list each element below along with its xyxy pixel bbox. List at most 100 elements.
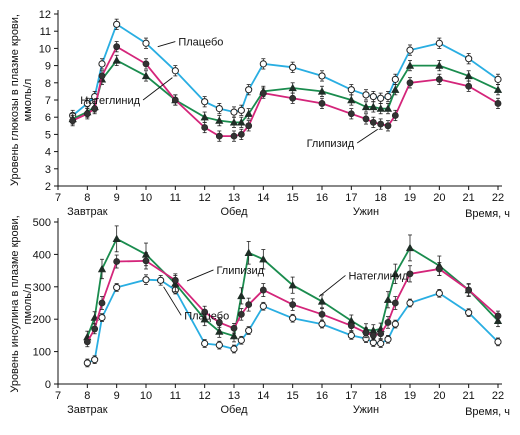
insulin-point-glipizide (465, 286, 473, 294)
glucose-point-nateglinide (361, 102, 371, 111)
glucose-meal-label: Ужин (353, 206, 379, 218)
glucose-point-placebo (465, 55, 473, 63)
insulin-point-glipizide (369, 331, 377, 339)
glucose-point-glipizide (230, 132, 238, 140)
glucose-point-placebo (369, 92, 377, 101)
insulin-x-tick-label: 22 (492, 390, 504, 402)
glucose-point-glipizide (245, 122, 253, 130)
insulin-point-glipizide (245, 301, 253, 309)
insulin-point-glipizide (384, 319, 392, 326)
glucose-point-nateglinide (376, 104, 385, 112)
insulin-point-glipizide (406, 270, 414, 278)
insulin-point-placebo (289, 314, 297, 322)
insulin-point-placebo (465, 309, 473, 317)
insulin-x-tick-label: 21 (463, 390, 475, 402)
insulin-meal-label: Обед (220, 404, 248, 416)
glucose-annotation-leader (142, 77, 173, 101)
glucose-point-placebo (171, 67, 179, 75)
glucose-point-glipizide (377, 120, 385, 128)
insulin-y-label: Уровень инсулина в плазме крови,пмоль/л (9, 215, 34, 392)
insulin-point-nateglinide (97, 264, 107, 273)
insulin-x-tick-label: 17 (345, 390, 357, 402)
insulin-line-nateglinide (86, 237, 499, 338)
glucose-point-glipizide (69, 117, 77, 125)
glucose-y-tick-label: 10 (39, 43, 51, 55)
insulin-panel: 0 100 200 300 400 500 7 8 9 10 11 12 13 14 15 16 17 18 19 2… (9, 215, 510, 418)
insulin-x-tick-label: 11 (170, 390, 181, 402)
glucose-point-glipizide (494, 100, 502, 107)
glucose-x-tick-label: 13 (228, 192, 240, 204)
glucose-point-glipizide (406, 79, 414, 87)
insulin-x-tick-label: 10 (140, 390, 152, 402)
insulin-meal-label: Ужин (353, 404, 379, 416)
glucose-point-glipizide (318, 100, 326, 107)
insulin-line-glipizide (86, 259, 499, 343)
insulin-point-placebo (201, 339, 209, 348)
insulin-x-tick-label: 7 (55, 390, 61, 402)
insulin-annotation-glipizide: Глипизид (216, 265, 264, 277)
glucose-point-nateglinide (229, 118, 239, 126)
insulin-point-glipizide (142, 257, 150, 265)
insulin-annotation-placebo: Плацебо (184, 310, 229, 322)
glucose-point-nateglinide (383, 104, 393, 112)
insulin-point-placebo (230, 345, 238, 353)
glucose-series-glipizide (69, 41, 502, 142)
insulin-annotation-leader (318, 275, 346, 297)
insulin-point-placebo (113, 283, 121, 292)
insulin-point-nateglinide (391, 269, 400, 278)
glucose-point-glipizide (347, 110, 355, 118)
insulin-point-glipizide (318, 310, 326, 318)
insulin-y-tick-label: 400 (33, 249, 51, 261)
glucose-y-tick-label: 11 (40, 26, 51, 38)
insulin-point-placebo (157, 276, 165, 284)
glucose-y-tick-label: 5 (45, 129, 51, 141)
glucose-point-glipizide (362, 115, 370, 123)
insulin-x-tick-label: 12 (199, 390, 211, 402)
insulin-point-placebo (259, 302, 267, 310)
insulin-point-glipizide (494, 312, 502, 320)
glucose-y-tick-label: 4 (45, 147, 51, 159)
glucose-x-tick-label: 8 (84, 192, 90, 204)
insulin-point-glipizide (377, 330, 385, 338)
insulin-point-glipizide (435, 265, 443, 273)
insulin-point-nateglinide (383, 295, 393, 303)
glucose-annotation-glipizide: Глипизид (307, 138, 355, 150)
insulin-x-tick-label: 9 (114, 390, 120, 402)
insulin-annotation-nateglinide: Натеглинид (348, 270, 408, 282)
glucose-point-glipizide (91, 105, 99, 112)
insulin-point-nateglinide (229, 331, 239, 340)
insulin-point-placebo (98, 313, 106, 322)
insulin-x-tick-label: 14 (257, 390, 269, 402)
glucose-x-tick-label: 9 (114, 192, 120, 204)
glucose-annotation-leader (157, 41, 176, 48)
glucose-series-placebo (69, 18, 502, 122)
glucose-point-glipizide (237, 130, 245, 138)
insulin-point-placebo (494, 338, 502, 346)
glucose-y-tick-label: 9 (45, 61, 51, 73)
insulin-y-tick-label: 0 (45, 379, 51, 391)
insulin-point-placebo (83, 359, 91, 367)
glucose-point-nateglinide (244, 109, 253, 117)
glucose-panel: 2 3 4 5 6 7 8 9 10 11 12 7 8 9 10 11 12 13 14 15 16 17 18 19 20 2… (9, 9, 510, 220)
glucose-x-tick-label: 7 (55, 192, 61, 204)
glucose-y-label: Уровень глюкозы в плазме крови,ммоль/л (9, 14, 34, 186)
glucose-point-glipizide (259, 89, 267, 97)
glucose-annotation-placebo: Плацебо (178, 37, 223, 49)
insulin-series-glipizide (83, 252, 502, 348)
glucose-point-nateglinide (369, 102, 378, 111)
insulin-point-placebo (377, 339, 385, 348)
insulin-point-placebo (318, 320, 326, 328)
insulin-point-glipizide (230, 324, 238, 332)
glucose-point-placebo (494, 75, 502, 83)
glucose-point-placebo (98, 60, 106, 68)
insulin-x-tick-label: 19 (404, 390, 416, 402)
insulin-x-tick-label: 16 (316, 390, 328, 402)
insulin-annotation-leader (186, 269, 214, 282)
insulin-point-glipizide (171, 276, 179, 284)
glucose-y-tick-label: 12 (39, 9, 51, 21)
glucose-point-placebo (362, 91, 370, 99)
insulin-y-tick-label: 100 (33, 347, 51, 359)
glucose-x-tick-label: 19 (404, 192, 416, 204)
insulin-point-placebo (91, 356, 99, 364)
